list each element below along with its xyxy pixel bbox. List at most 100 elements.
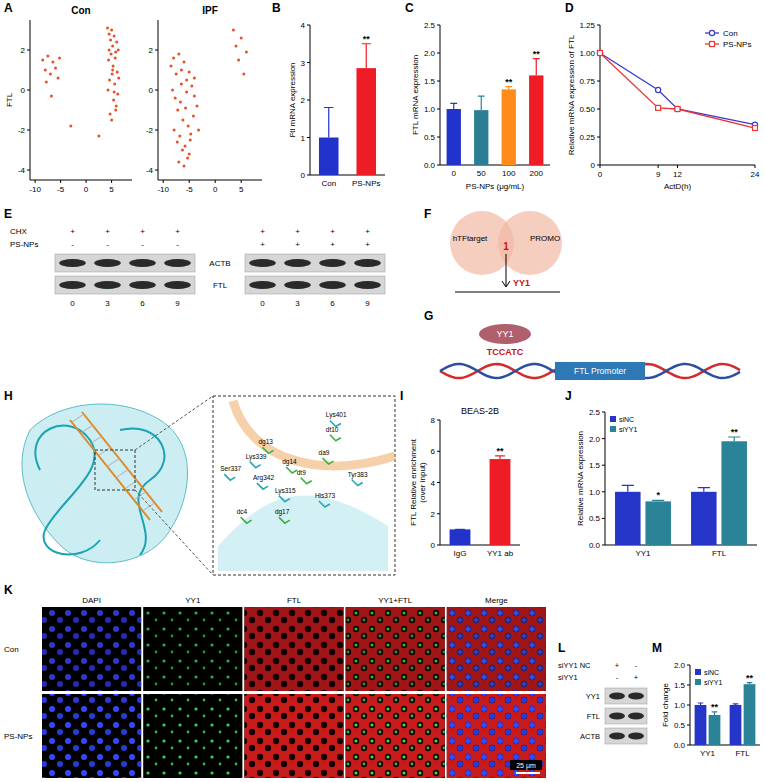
residue-label: dt9 <box>297 469 306 476</box>
point <box>108 49 111 52</box>
band <box>628 713 644 720</box>
blot <box>605 708 647 724</box>
bar <box>645 501 671 545</box>
bar <box>691 492 717 545</box>
x-axis <box>158 180 262 181</box>
legend-label: PS-NPs <box>723 40 751 49</box>
sign: - <box>635 661 638 670</box>
residue-stick <box>279 517 290 523</box>
blot <box>605 728 647 744</box>
column-head: YY1 <box>185 596 201 605</box>
point <box>179 101 182 104</box>
promoter-label: FTL Promoter <box>574 366 626 376</box>
y-tick <box>602 465 605 466</box>
marker <box>656 105 661 110</box>
x-tick-label: -10 <box>29 185 41 194</box>
band-label: ACTB <box>209 259 230 268</box>
point <box>45 81 48 84</box>
bar <box>730 705 742 745</box>
point <box>180 69 183 72</box>
x-tick-label: 5 <box>109 185 114 194</box>
bar <box>615 492 641 545</box>
error-bar <box>478 96 485 110</box>
y-tick <box>155 170 158 171</box>
band <box>129 281 156 289</box>
marks <box>450 456 511 545</box>
band <box>284 281 311 289</box>
image <box>42 607 141 691</box>
x-tick-label: 100 <box>502 169 516 178</box>
point <box>44 69 47 72</box>
point <box>187 125 190 128</box>
point <box>107 89 110 92</box>
y-tick <box>602 438 605 439</box>
y-axis-title: FTL Relative enrichment(over input) <box>409 438 427 526</box>
y-axis <box>30 20 31 180</box>
band <box>164 259 191 267</box>
y-axis-title-line: FTL <box>5 92 14 107</box>
x-axis-title: ActD(h) <box>664 182 691 191</box>
band <box>628 733 644 740</box>
y-tick <box>27 170 30 171</box>
significance: ** <box>363 34 371 44</box>
dna-rung <box>108 458 120 466</box>
point <box>197 129 200 132</box>
point <box>116 71 119 74</box>
marks <box>597 50 757 130</box>
row-label: Con <box>4 645 19 654</box>
y-tick <box>27 90 30 91</box>
y-tick-label: -2 <box>146 126 154 135</box>
y-tick <box>437 420 440 421</box>
marker <box>710 42 715 47</box>
y-tick <box>155 90 158 91</box>
y-axis-title-line: Ftl mRNA expression <box>288 62 297 137</box>
time-label: 6 <box>330 299 335 308</box>
dna-rung <box>90 436 102 444</box>
point <box>193 77 196 80</box>
sign: + <box>615 661 620 670</box>
time-label: 0 <box>260 299 265 308</box>
scale-bar-ground <box>510 760 542 770</box>
point <box>184 107 187 110</box>
y-tick <box>597 109 600 110</box>
y-tick-label: 2.0 <box>674 661 686 670</box>
sign: - <box>71 240 74 249</box>
venn-set <box>450 211 514 275</box>
band <box>94 281 121 289</box>
y-tick-label: 0.25 <box>579 133 595 142</box>
blot <box>605 688 647 704</box>
factor: YY1 <box>496 329 513 339</box>
marker <box>656 87 661 92</box>
point <box>240 37 243 40</box>
residue-label: Tyr383 <box>348 471 368 479</box>
point <box>58 57 61 60</box>
y-tick-label: -2 <box>18 126 26 135</box>
x-tick <box>600 165 601 168</box>
channel <box>143 694 242 778</box>
y-tick <box>437 513 440 514</box>
bar <box>744 684 756 745</box>
point <box>173 129 176 132</box>
x-tick-label: -10 <box>157 185 169 194</box>
arrow <box>502 254 510 287</box>
y-tick-label: 2.0 <box>589 435 601 444</box>
y-axis-title-line: FTL Relative enrichment <box>409 438 418 526</box>
y-tick <box>307 137 310 138</box>
point <box>232 29 235 32</box>
zoom-line <box>135 396 213 575</box>
significance: ** <box>711 702 719 712</box>
x-tick <box>677 165 678 168</box>
channel <box>42 607 141 691</box>
point <box>184 145 187 148</box>
point <box>193 95 196 98</box>
marker <box>597 50 602 55</box>
marker <box>675 106 680 111</box>
residue-stick <box>257 483 268 489</box>
error-bar <box>362 44 371 68</box>
point <box>183 165 186 168</box>
y-tick-label: 1.0 <box>424 105 436 114</box>
blot <box>55 276 195 294</box>
y-axis-title-line: Relative mRNA expression <box>576 431 585 526</box>
point <box>110 29 113 32</box>
column-head: DAPI <box>82 596 101 605</box>
